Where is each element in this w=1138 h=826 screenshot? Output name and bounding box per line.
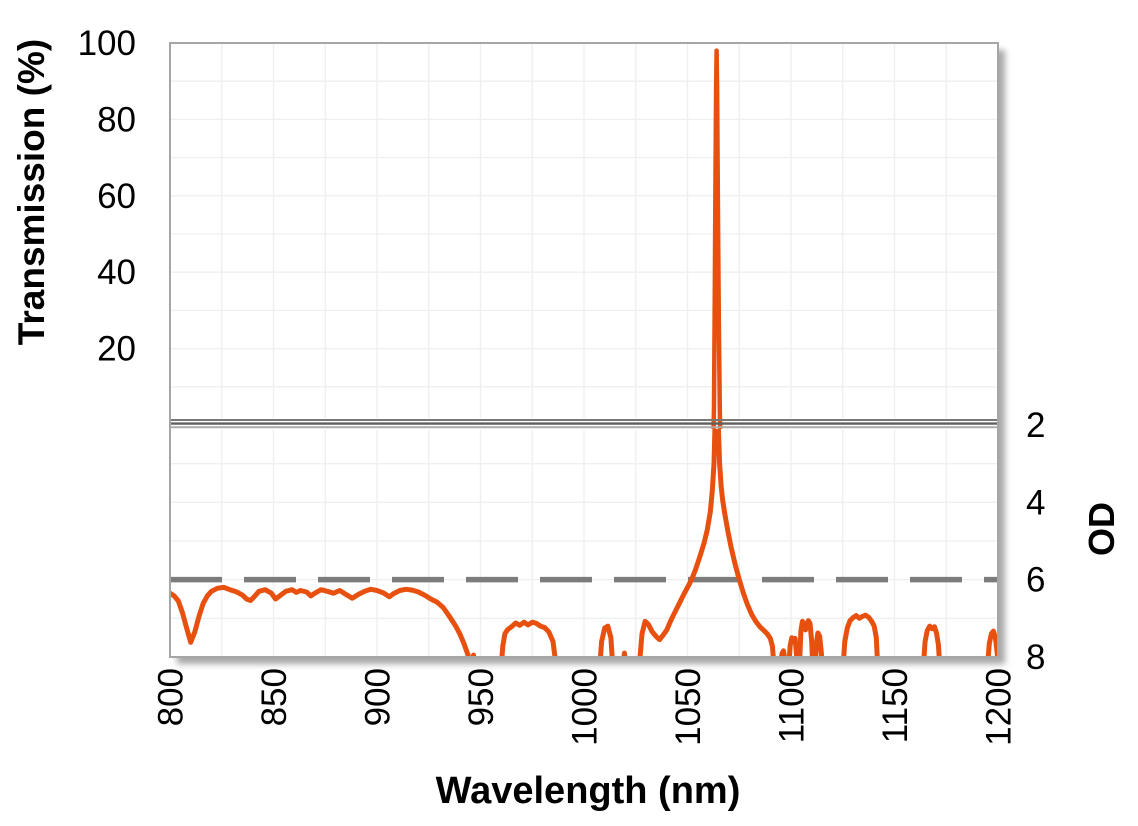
y-tick-label-transmission-80: 80 bbox=[97, 100, 136, 139]
x-tick-label-850: 850 bbox=[255, 668, 294, 726]
od-curve-segment bbox=[621, 650, 628, 657]
x-tick-label-900: 900 bbox=[359, 668, 398, 726]
x-axis-title-wavelength: Wavelength (nm) bbox=[435, 770, 741, 812]
y-tick-label-transmission-100: 100 bbox=[78, 24, 136, 63]
od-curve-segment bbox=[499, 619, 558, 657]
y-tick-label-od-2: 2 bbox=[1026, 406, 1045, 445]
y-tick-label-transmission-20: 20 bbox=[97, 330, 136, 369]
y-tick-label-od-4: 4 bbox=[1026, 483, 1045, 522]
od-curve-segment bbox=[597, 623, 615, 657]
x-tick-label-1100: 1100 bbox=[773, 668, 812, 743]
y-axis-title-od: OD bbox=[1081, 502, 1122, 556]
transmission-curve-group bbox=[711, 48, 723, 429]
y-tick-label-od-8: 8 bbox=[1026, 638, 1045, 677]
x-tick-label-1000: 1000 bbox=[566, 668, 605, 746]
od-curve-segment bbox=[841, 612, 880, 657]
od-curve-segment bbox=[797, 618, 815, 657]
x-tick-label-800: 800 bbox=[152, 668, 191, 726]
transmission-peak bbox=[711, 48, 723, 429]
y-tick-label-od-6: 6 bbox=[1026, 561, 1045, 600]
od-curve-segment bbox=[786, 635, 800, 657]
x-tick-label-1050: 1050 bbox=[669, 668, 708, 746]
plot-border bbox=[169, 42, 999, 658]
y-axis-title-transmission: Transmission (%) bbox=[11, 38, 52, 346]
od-curve-segment bbox=[637, 429, 776, 657]
x-tick-label-950: 950 bbox=[462, 668, 501, 726]
od-curve-segment bbox=[779, 648, 788, 657]
y-tick-label-transmission-60: 60 bbox=[97, 177, 136, 216]
od-curve-segment bbox=[470, 652, 477, 657]
y-tick-label-transmission-40: 40 bbox=[97, 253, 136, 292]
od-curve-group bbox=[170, 429, 998, 657]
x-tick-label-1200: 1200 bbox=[980, 668, 1019, 746]
x-tick-label-1150: 1150 bbox=[876, 668, 915, 743]
od-curve-segment bbox=[985, 628, 998, 657]
od-curve-segment bbox=[170, 584, 471, 657]
od-curve-segment bbox=[921, 623, 942, 657]
od-curve-segment bbox=[813, 630, 825, 657]
